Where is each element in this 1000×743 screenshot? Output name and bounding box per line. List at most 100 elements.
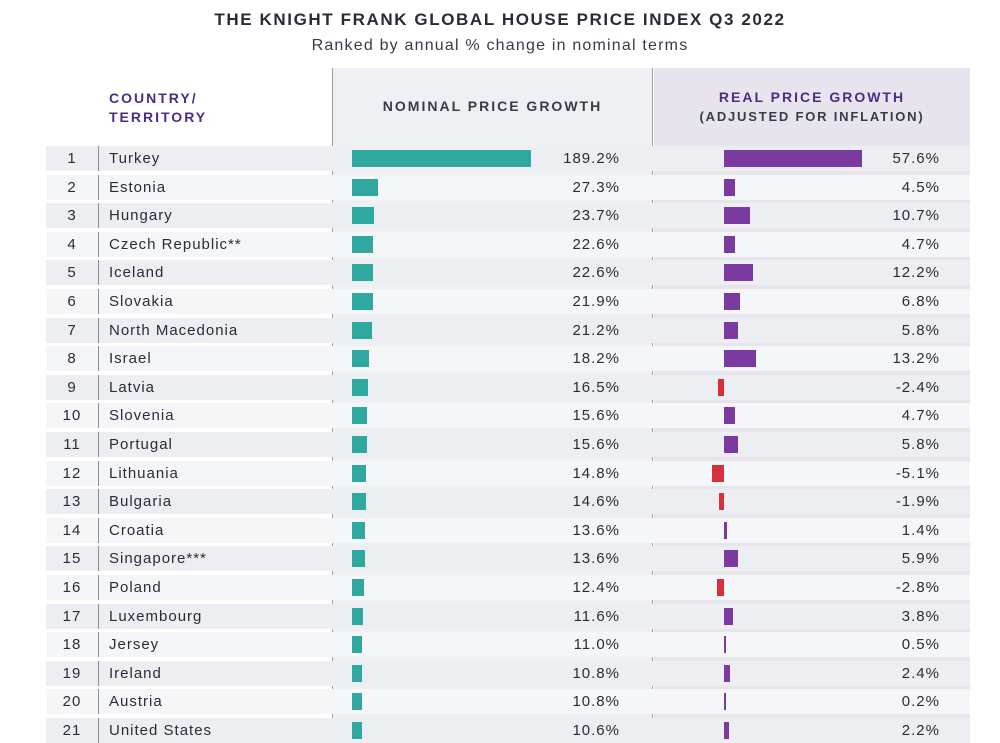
column-header-real-line1: REAL PRICE GROWTH [718, 89, 906, 105]
real-value-label: -1.9% [895, 493, 940, 511]
real-value-label: 4.5% [901, 178, 940, 196]
table-row [46, 489, 970, 515]
country-label: Latvia [109, 378, 156, 396]
real-value-label: 10.7% [892, 207, 940, 225]
table-row [46, 689, 970, 715]
real-bar [724, 321, 738, 339]
country-label: Hungary [109, 207, 173, 225]
real-bar [724, 636, 726, 654]
country-label: Austria [109, 693, 163, 711]
nominal-bar [352, 264, 374, 282]
real-bar [718, 378, 724, 396]
country-label: Slovenia [109, 407, 175, 425]
real-bar [711, 464, 724, 482]
nominal-value-label: 22.6% [572, 264, 620, 282]
table-row [46, 432, 970, 457]
real-bar [724, 407, 736, 425]
country-label: Poland [109, 579, 162, 596]
rank-separator [98, 146, 99, 171]
nominal-bar [352, 150, 531, 167]
nominal-value-label: 21.9% [572, 293, 620, 310]
real-bar [724, 235, 736, 253]
real-value-label: 5.8% [901, 436, 940, 453]
column-header-country-line2: TERRITORY [109, 109, 208, 125]
real-value-label: 2.2% [901, 722, 940, 739]
rank-separator [98, 260, 99, 286]
country-label: Lithuania [109, 464, 179, 482]
nominal-value-label: 22.6% [572, 235, 620, 253]
country-label: Luxembourg [109, 607, 203, 625]
rank-label: 10 [62, 407, 82, 425]
real-bar [717, 579, 724, 596]
rank-separator [98, 289, 99, 314]
nominal-value-label: 18.2% [572, 350, 620, 368]
nominal-value-label: 14.8% [572, 464, 620, 482]
table-row [46, 231, 970, 257]
chart-title: THE KNIGHT FRANK GLOBAL HOUSE PRICE INDE… [214, 10, 786, 29]
nominal-value-label: 13.6% [572, 550, 620, 568]
nominal-bar [352, 464, 366, 482]
table-row [46, 460, 970, 486]
nominal-bar [352, 664, 363, 682]
rank-separator [98, 203, 99, 229]
rank-separator [98, 603, 99, 629]
real-value-label: 6.8% [901, 293, 940, 310]
chart-subtitle: Ranked by annual % change in nominal ter… [311, 37, 689, 54]
nominal-bar [352, 607, 363, 625]
table-row [46, 403, 970, 429]
nominal-bar [352, 350, 370, 368]
real-value-label: -2.4% [895, 378, 940, 396]
rank-separator [98, 517, 99, 543]
table-row [46, 632, 970, 658]
rank-separator [98, 460, 99, 486]
real-value-label: 0.5% [901, 636, 940, 654]
real-value-label: 1.4% [901, 521, 940, 539]
column-header-real-line2: (ADJUSTED FOR INFLATION) [699, 109, 925, 124]
column-header-real: REAL PRICE GROWTH (ADJUSTED FOR INFLATIO… [654, 88, 970, 126]
real-bar [724, 178, 735, 196]
rank-separator [98, 432, 99, 457]
country-label: Portugal [109, 436, 173, 453]
real-value-label: 12.2% [892, 264, 940, 282]
country-label: Israel [109, 350, 152, 368]
real-value-label: 3.8% [901, 607, 940, 625]
country-label: Turkey [109, 150, 161, 167]
rank-label: 15 [62, 550, 82, 568]
nominal-value-label: 15.6% [572, 407, 620, 425]
rank-separator [98, 660, 99, 686]
nominal-bar [352, 521, 365, 539]
nominal-value-label: 14.6% [572, 493, 620, 511]
rank-separator [98, 403, 99, 429]
table-row [46, 603, 970, 629]
real-value-label: 4.7% [901, 407, 940, 425]
country-label: North Macedonia [109, 321, 239, 339]
table-row [46, 260, 970, 286]
nominal-bar [352, 493, 366, 511]
real-value-label: 13.2% [892, 350, 940, 368]
real-value-label: 0.2% [901, 693, 940, 711]
rank-label: 7 [67, 321, 77, 339]
nominal-value-label: 10.8% [572, 664, 620, 682]
table-row [46, 660, 970, 686]
real-bar [719, 493, 724, 511]
rank-separator [98, 546, 99, 572]
real-bar [724, 521, 728, 539]
nominal-bar [352, 235, 374, 253]
country-label: Czech Republic** [109, 235, 242, 253]
nominal-value-label: 11.0% [573, 636, 620, 654]
nominal-bar [352, 722, 363, 739]
rank-separator [98, 632, 99, 658]
table-row [46, 203, 970, 229]
rank-separator [98, 317, 99, 343]
nominal-value-label: 13.6% [572, 521, 620, 539]
real-value-label: -2.8% [895, 579, 940, 596]
nominal-value-label: 189.2% [563, 150, 620, 167]
nominal-bar [352, 436, 367, 453]
rank-label: 8 [67, 350, 77, 368]
rank-label: 11 [63, 436, 81, 453]
rank-label: 13 [62, 493, 82, 511]
nominal-value-label: 21.2% [572, 321, 620, 339]
nominal-value-label: 15.6% [572, 436, 620, 453]
rank-label: 9 [67, 378, 77, 396]
